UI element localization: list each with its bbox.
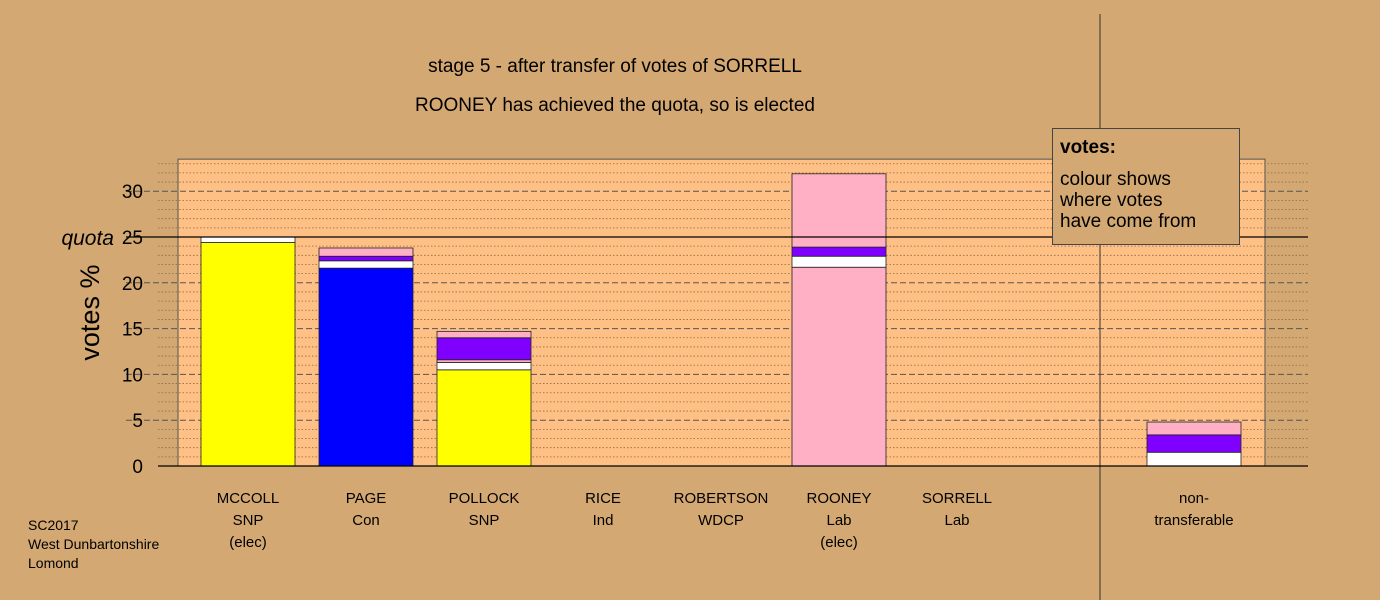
category-label-line: POLLOCK	[448, 490, 520, 507]
category-label-line: MCCOLL	[216, 490, 280, 507]
bar-segment	[318, 267, 414, 467]
bar-segment	[1146, 421, 1242, 436]
legend-line: have come from	[1060, 211, 1197, 232]
footer-line: West Dunbartonshire	[28, 536, 160, 552]
y-axis-title: votes %	[75, 265, 105, 361]
legend: votes: colour shows where votes have com…	[1052, 128, 1240, 245]
category-label-line: non-	[1178, 490, 1210, 507]
bar-segment	[791, 255, 887, 268]
category-label-line: WDCP	[698, 512, 744, 529]
bar-segment	[436, 369, 532, 467]
bar-segment	[200, 236, 296, 243]
bar-segment	[318, 255, 414, 262]
bar-segment	[436, 330, 532, 339]
category-label-line: PAGE	[345, 490, 387, 507]
y-tick-label: 0	[132, 457, 143, 478]
category-label: SORRELL Lab	[892, 488, 1022, 532]
category-label-line: ROONEY	[806, 490, 872, 507]
y-tick-label: 15	[122, 320, 143, 341]
y-tick-label: 10	[122, 365, 143, 386]
bar-segment	[318, 247, 414, 257]
category-label-line: Lab	[826, 512, 852, 529]
category-label-line: Con	[352, 512, 380, 529]
category-label-line: (elec)	[229, 534, 267, 551]
legend-line: colour shows	[1060, 169, 1171, 190]
category-label-line: transferable	[1154, 512, 1234, 529]
bar-segment	[200, 242, 296, 467]
category-label-line: Lab	[944, 512, 970, 529]
bar-segment	[318, 260, 414, 269]
footer-note: SC2017 West Dunbartonshire Lomond	[28, 516, 159, 573]
chart-subtitle: ROONEY has achieved the quota, so is ele…	[415, 95, 815, 116]
bar-segment	[791, 173, 887, 248]
category-label: ROBERTSON WDCP	[656, 488, 786, 532]
category-label-line: SORRELL	[921, 490, 993, 507]
chart-title: stage 5 - after transfer of votes of SOR…	[428, 56, 802, 77]
legend-line: where votes	[1060, 190, 1163, 211]
category-label: RICE Ind	[538, 488, 668, 532]
category-label-line: SNP	[232, 512, 264, 529]
bar-segment	[436, 337, 532, 361]
bar-segment	[436, 359, 532, 363]
footer-line: SC2017	[28, 517, 79, 533]
quota-label: quota	[61, 227, 114, 250]
y-tick-label: 30	[122, 182, 143, 203]
category-label-line: (elec)	[820, 534, 858, 551]
category-label-line: SNP	[468, 512, 500, 529]
category-label-line: RICE	[585, 490, 621, 507]
y-tick-label: 25	[122, 228, 143, 249]
y-tick-label: 20	[122, 274, 143, 295]
bar-segment	[1146, 451, 1242, 467]
legend-heading: votes:	[1060, 137, 1116, 158]
category-label: non-transferable	[1129, 488, 1259, 532]
category-label-line: Ind	[592, 512, 614, 529]
y-tick-label: 5	[132, 411, 143, 432]
category-label: ROONEY Lab (elec)	[774, 488, 904, 554]
bar-segment	[1146, 434, 1242, 453]
category-label: MCCOLL SNP (elec)	[183, 488, 313, 554]
bar-segment	[791, 266, 887, 467]
footer-line: Lomond	[28, 555, 79, 571]
bar-segment	[436, 362, 532, 371]
category-label-line: ROBERTSON	[673, 490, 769, 507]
category-label: POLLOCK SNP	[419, 488, 549, 532]
category-label: PAGE Con	[301, 488, 431, 532]
bar-segment	[791, 246, 887, 257]
